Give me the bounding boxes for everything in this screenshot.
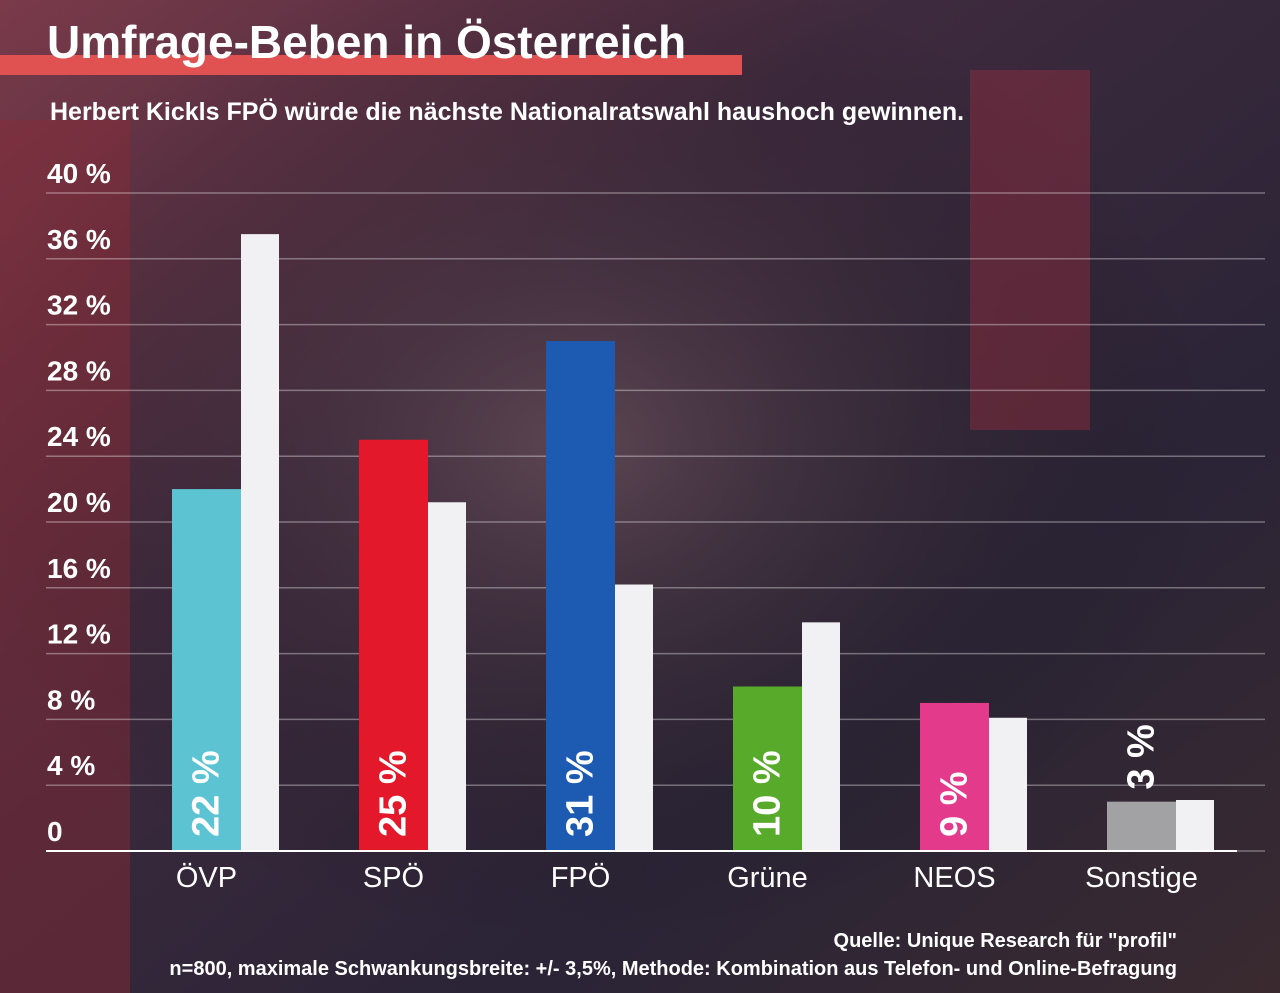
y-tick-label: 12 % [47, 619, 111, 650]
y-tick-label: 16 % [47, 553, 111, 584]
bar [802, 622, 840, 851]
bar [546, 341, 615, 851]
y-tick-label: 36 % [47, 224, 111, 255]
y-tick-label: 4 % [47, 750, 95, 781]
bar [920, 702, 989, 851]
bar [989, 717, 1027, 851]
bar [1176, 800, 1214, 851]
chart-title: Umfrage-Beben in Österreich [47, 16, 686, 68]
bar [359, 439, 428, 851]
title-underline [0, 55, 742, 75]
y-tick-label: 0 [47, 816, 63, 847]
x-tick-label: Sonstige [1085, 862, 1198, 894]
value-label: 9 % [934, 772, 976, 837]
x-tick-label: NEOS [913, 862, 995, 894]
y-tick-label: 40 % [47, 158, 111, 189]
bar [428, 502, 466, 851]
y-tick-label: 24 % [47, 421, 111, 452]
y-tick-label: 8 % [47, 684, 95, 715]
chart-subtitle: Herbert Kickls FPÖ würde die nächste Nat… [50, 97, 964, 126]
value-label: 22 % [186, 750, 228, 837]
x-tick-label: SPÖ [363, 862, 424, 894]
bar [733, 686, 802, 851]
bar [615, 584, 653, 851]
source: Quelle: Unique Research für "profil" [834, 930, 1177, 952]
y-tick-label: 28 % [47, 355, 111, 386]
bar [172, 489, 241, 851]
value-label: 3 % [1121, 724, 1163, 789]
bar [241, 234, 279, 851]
note: n=800, maximale Schwankungsbreite: +/- 3… [169, 958, 1177, 980]
value-label: 25 % [373, 750, 415, 837]
background-flag [0, 120, 130, 993]
x-tick-label: Grüne [727, 862, 808, 894]
x-tick-label: ÖVP [176, 862, 237, 894]
background-flag [970, 70, 1090, 430]
value-label: 10 % [747, 750, 789, 837]
y-tick-label: 20 % [47, 487, 111, 518]
x-tick-label: FPÖ [551, 862, 611, 894]
y-tick-label: 32 % [47, 290, 111, 321]
bar [1107, 801, 1176, 851]
value-label: 31 % [560, 750, 602, 837]
